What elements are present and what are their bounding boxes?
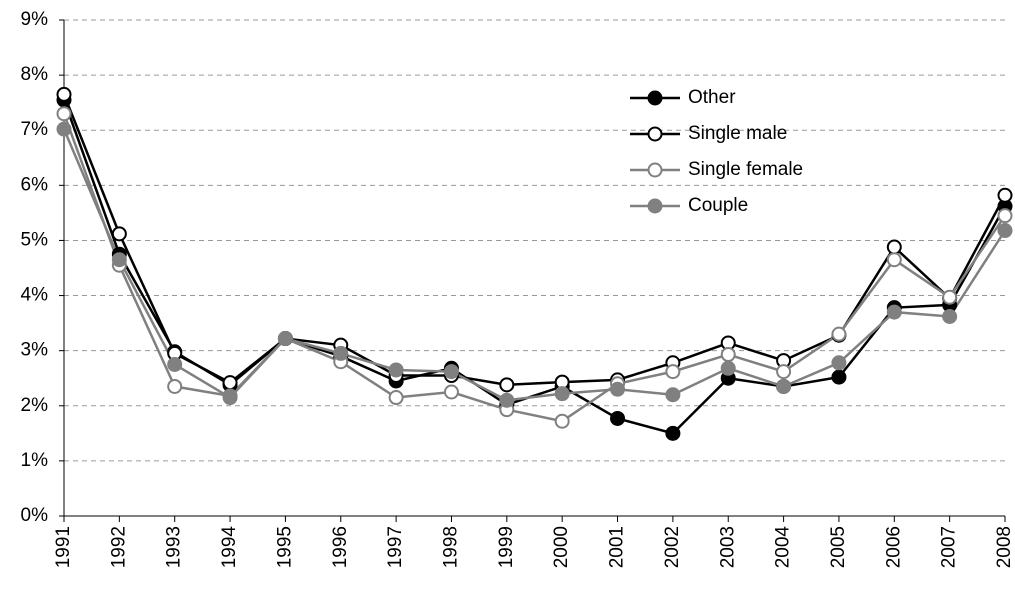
data-point	[111, 226, 127, 242]
x-tick-label: 1995	[274, 526, 295, 568]
data-point	[610, 381, 626, 397]
data-point	[443, 384, 459, 400]
x-tick-label: 1998	[440, 526, 461, 568]
data-point	[831, 355, 847, 371]
x-tick-label: 2002	[662, 526, 683, 568]
data-point	[665, 387, 681, 403]
y-tick-label: 7%	[21, 119, 49, 140]
legend-label: Other	[688, 87, 736, 108]
data-point	[886, 239, 902, 255]
series-line	[62, 99, 1007, 435]
x-tick-label: 1999	[496, 526, 517, 568]
data-point	[56, 86, 72, 102]
x-tick-label: 2006	[883, 526, 904, 568]
data-point	[554, 386, 570, 402]
data-point	[720, 360, 736, 376]
data-point	[831, 326, 847, 342]
x-tick-label: 2003	[717, 526, 738, 568]
y-tick-label: 0%	[21, 505, 49, 526]
y-tick-label: 3%	[21, 340, 49, 361]
x-tick-label: 1994	[219, 526, 240, 569]
x-tick-label: 2005	[828, 526, 849, 568]
data-point	[167, 378, 183, 394]
y-tick-label: 1%	[21, 450, 49, 471]
data-point	[886, 252, 902, 268]
x-tick-label: 2008	[994, 526, 1015, 568]
data-point	[277, 331, 293, 347]
series-line	[62, 113, 1007, 423]
data-point	[443, 364, 459, 380]
data-point	[610, 410, 626, 426]
data-point	[554, 413, 570, 429]
data-point	[942, 308, 958, 324]
data-point	[776, 364, 792, 380]
data-point	[222, 375, 238, 391]
y-tick-label: 6%	[21, 174, 49, 195]
data-point	[167, 356, 183, 372]
data-point	[776, 378, 792, 394]
legend-marker	[647, 198, 663, 214]
legend-label: Couple	[688, 195, 748, 216]
y-tick-label: 8%	[21, 64, 49, 85]
x-tick-label: 1993	[164, 526, 185, 568]
y-tick-label: 9%	[21, 9, 49, 30]
data-point	[720, 347, 736, 363]
x-tick-label: 2004	[773, 526, 794, 569]
x-tick-label: 1997	[385, 526, 406, 568]
y-tick-label: 4%	[21, 285, 49, 306]
data-point	[56, 121, 72, 137]
data-point	[222, 390, 238, 406]
data-point	[942, 289, 958, 305]
data-point	[831, 369, 847, 385]
legend-marker	[647, 90, 663, 106]
data-point	[997, 223, 1013, 239]
y-tick-label: 2%	[21, 395, 49, 416]
x-tick-label: 2000	[551, 526, 572, 568]
data-point	[388, 362, 404, 378]
legend-label: Single male	[688, 123, 787, 144]
data-point	[886, 304, 902, 320]
x-tick-label: 1991	[53, 526, 74, 568]
x-tick-label: 2001	[607, 526, 628, 568]
data-point	[665, 364, 681, 380]
series-line	[62, 128, 1007, 402]
data-point	[56, 106, 72, 122]
data-point	[997, 208, 1013, 224]
y-tick-label: 5%	[21, 229, 49, 250]
legend-marker	[647, 126, 663, 142]
x-tick-label: 1996	[330, 526, 351, 568]
x-tick-label: 1992	[108, 526, 129, 568]
data-point	[499, 377, 515, 393]
data-point	[388, 390, 404, 406]
data-point	[111, 252, 127, 268]
data-point	[499, 392, 515, 408]
data-point	[333, 345, 349, 361]
x-tick-label: 2007	[939, 526, 960, 568]
data-point	[665, 425, 681, 441]
data-point	[997, 187, 1013, 203]
legend-marker	[647, 162, 663, 178]
legend-label: Single female	[688, 159, 803, 180]
